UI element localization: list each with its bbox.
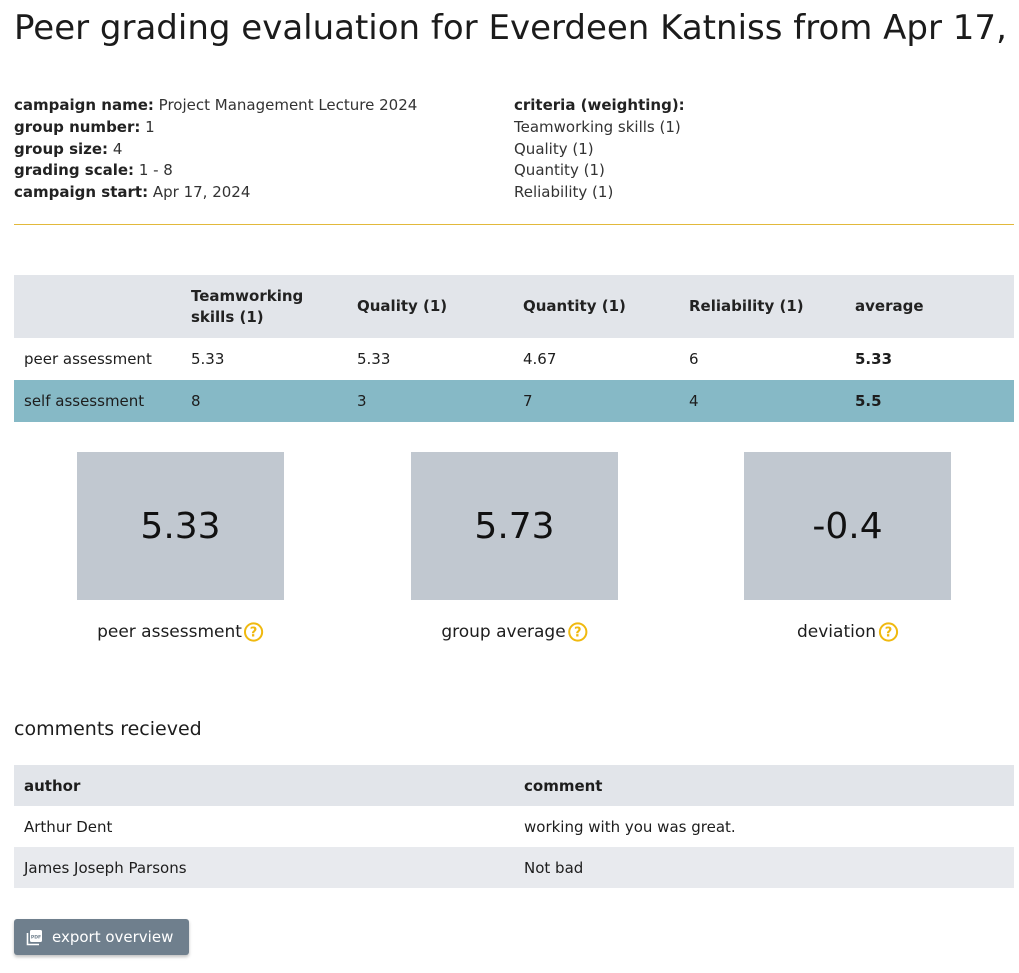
- export-overview-button[interactable]: PDF export overview: [14, 919, 189, 955]
- stat-value: 5.33: [77, 452, 284, 600]
- comment-row: Arthur Dent working with you was great.: [14, 806, 1014, 847]
- export-overview-label: export overview: [52, 928, 174, 946]
- criteria-info: criteria (weighting): Teamworking skills…: [514, 95, 685, 204]
- svg-text:?: ?: [250, 626, 258, 641]
- campaign-name-row: campaign name: Project Management Lectur…: [14, 95, 417, 117]
- grading-scale-row: grading scale: 1 - 8: [14, 160, 417, 182]
- campaign-start-label: campaign start:: [14, 183, 149, 202]
- criteria-item: Reliability (1): [514, 183, 614, 202]
- deviation-stat: -0.4 deviation ?: [744, 452, 951, 642]
- campaign-start-row: campaign start: Apr 17, 2024: [14, 182, 417, 204]
- help-icon[interactable]: ?: [878, 622, 898, 642]
- page-title: Peer grading evaluation for Everdeen Kat…: [14, 8, 1019, 48]
- group-size-row: group size: 4: [14, 139, 417, 161]
- criteria-item: Quality (1): [514, 139, 594, 158]
- criteria-item: Teamworking skills (1): [514, 117, 681, 136]
- peer-assessment-stat: 5.33 peer assessment ?: [77, 452, 284, 642]
- grading-scale-label: grading scale:: [14, 161, 135, 180]
- svg-text:?: ?: [574, 626, 582, 641]
- grade-cell: 4: [689, 392, 699, 410]
- comment-text: working with you was great.: [524, 817, 736, 836]
- grades-header-blank: [14, 275, 181, 338]
- average-cell: 5.5: [855, 392, 882, 410]
- grade-cell: 6: [689, 350, 699, 368]
- stat-caption: deviation ?: [797, 622, 898, 642]
- group-number-value: 1: [145, 117, 155, 136]
- grades-header-row: Teamworking skills (1) Quality (1) Quant…: [14, 275, 1014, 338]
- stat-value: 5.73: [411, 452, 618, 600]
- svg-text:?: ?: [884, 626, 892, 641]
- criteria-item: Quantity (1): [514, 161, 605, 180]
- help-icon[interactable]: ?: [244, 622, 264, 642]
- group-average-stat: 5.73 group average ?: [411, 452, 618, 642]
- group-number-label: group number:: [14, 117, 141, 136]
- comment-author: Arthur Dent: [24, 817, 113, 836]
- help-icon[interactable]: ?: [568, 622, 588, 642]
- comment-row: James Joseph Parsons Not bad: [14, 847, 1014, 888]
- comments-table: author comment Arthur Dent working with …: [14, 765, 1014, 888]
- stat-label: group average: [441, 622, 566, 642]
- stat-caption: peer assessment ?: [97, 622, 264, 642]
- grade-cell: 5.33: [191, 350, 225, 368]
- campaign-name-label: campaign name:: [14, 96, 154, 114]
- peer-assessment-row: peer assessment 5.33 5.33 4.67 6 5.33: [14, 338, 1014, 380]
- row-label: peer assessment: [24, 350, 152, 368]
- self-assessment-row: self assessment 8 3 7 4 5.5: [14, 380, 1014, 422]
- comments-title: comments recieved: [14, 718, 202, 740]
- comment-author: James Joseph Parsons: [24, 858, 187, 877]
- grades-header-quality: Quality (1): [357, 297, 448, 315]
- grades-header-reliability: Reliability (1): [689, 297, 804, 315]
- comments-header-comment: comment: [524, 776, 603, 795]
- group-size-label: group size:: [14, 139, 109, 158]
- grade-cell: 7: [523, 392, 533, 410]
- grade-cell: 5.33: [357, 350, 391, 368]
- criteria-label: criteria (weighting):: [514, 96, 685, 114]
- grades-header-teamworking: Teamworking skills (1): [191, 286, 304, 326]
- grades-header-quantity: Quantity (1): [523, 297, 626, 315]
- grades-table: Teamworking skills (1) Quality (1) Quant…: [14, 275, 1014, 422]
- group-number-row: group number: 1: [14, 117, 417, 139]
- svg-text:PDF: PDF: [31, 934, 41, 940]
- comments-header-author: author: [24, 776, 81, 795]
- comment-text: Not bad: [524, 858, 584, 877]
- stat-label: deviation: [796, 622, 877, 642]
- grading-scale-value: 1 - 8: [138, 161, 173, 180]
- campaign-start-value: Apr 17, 2024: [152, 183, 251, 202]
- grade-cell: 3: [357, 392, 367, 410]
- stat-label: peer assessment: [97, 622, 242, 642]
- stat-value: -0.4: [744, 452, 951, 600]
- campaign-name-value: Project Management Lecture 2024: [158, 96, 418, 114]
- section-divider: [14, 224, 1014, 225]
- group-size-value: 4: [112, 139, 123, 158]
- grade-cell: 4.67: [523, 350, 557, 368]
- stat-caption: group average ?: [441, 622, 588, 642]
- grades-header-average: average: [855, 297, 924, 315]
- comments-header-row: author comment: [14, 765, 1014, 806]
- pdf-icon: PDF: [26, 929, 42, 945]
- grade-cell: 8: [191, 392, 201, 410]
- row-label: self assessment: [24, 392, 145, 410]
- campaign-info: campaign name: Project Management Lectur…: [14, 95, 417, 204]
- average-cell: 5.33: [855, 350, 893, 368]
